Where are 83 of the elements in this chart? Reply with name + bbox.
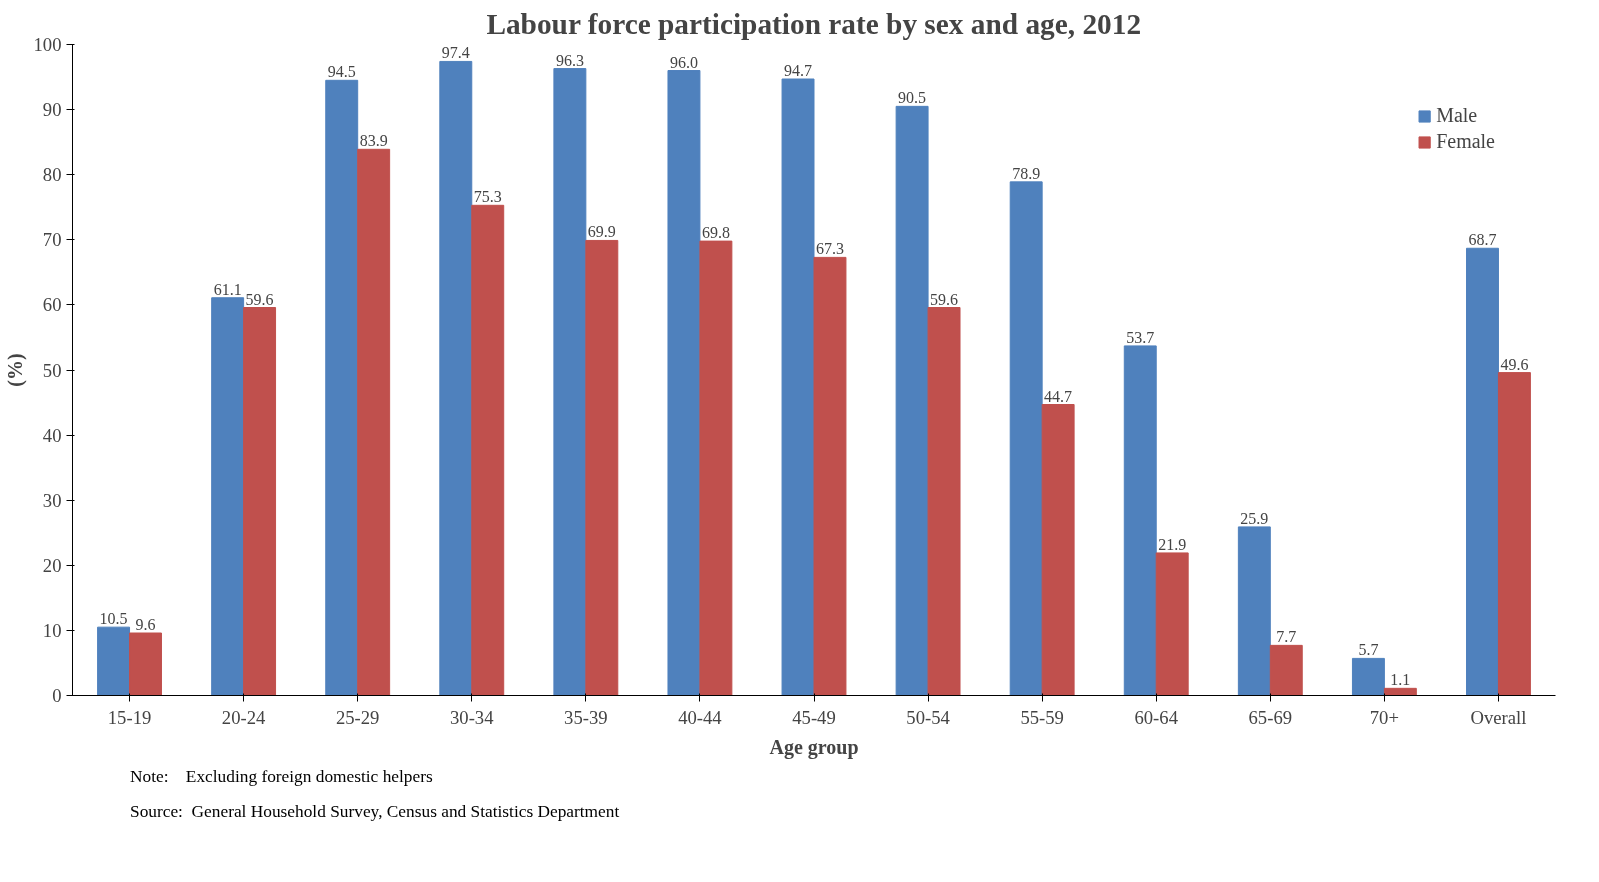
x-tick-label: 25-29 [335,706,380,728]
y-tick-label: 50 [42,359,62,381]
y-tick-label: 90 [42,99,62,121]
y-tick-label: 70 [42,229,62,251]
bar [927,307,961,696]
x-tick-label: 60-64 [1134,706,1179,728]
bar [1009,181,1043,696]
data-label: 96.3 [555,51,584,69]
x-tick-label: 70+ [1369,706,1399,728]
x-tick-label: 55-59 [1020,706,1064,728]
data-label: 7.7 [1276,628,1297,646]
data-label: 69.9 [587,223,616,241]
chart-title: Labour force participation rate by sex and age, 2012 [486,7,1142,40]
legend-label: Male [1436,104,1478,127]
y-tick-label: 0 [52,685,62,706]
bar [97,626,131,696]
data-label: 83.9 [359,132,388,150]
bar [1041,404,1075,696]
data-label: 94.5 [327,63,356,81]
data-label: 9.6 [135,616,156,633]
bar [1237,526,1271,696]
y-tick-label: 60 [42,294,62,316]
y-tick-label: 30 [42,489,62,511]
data-label: 90.5 [898,89,927,107]
y-tick-label: 20 [42,554,62,576]
y-tick-label: 10 [42,619,62,641]
bar [357,148,391,696]
x-tick-label: 15-19 [107,706,152,728]
bar [1123,345,1157,696]
data-label: 21.9 [1158,535,1187,553]
bar [1383,687,1417,696]
x-tick-label: 30-34 [450,706,495,728]
data-label: 97.4 [441,44,470,62]
bar [553,68,587,696]
x-tick-label: 65-69 [1248,706,1293,728]
bar [439,60,473,696]
data-label: 75.3 [473,188,502,206]
x-axis-title: Age group [769,735,859,759]
bar [243,307,277,696]
bar [699,240,733,696]
bar [211,297,245,696]
y-tick-label: 80 [42,164,62,186]
data-label: 25.9 [1240,509,1269,527]
x-tick-label: 35-39 [564,706,608,728]
text: Note: Excluding foreign domestic helpers [130,766,433,788]
bar [667,70,701,696]
data-label: 53.7 [1126,328,1155,346]
y-tick-label: 40 [42,424,62,446]
bar [1497,372,1531,696]
data-label: 59.6 [930,290,959,308]
bar [471,204,505,696]
data-label: 96.0 [669,53,698,71]
data-label: 94.7 [784,62,813,79]
bar [1155,552,1189,696]
bar [781,78,815,696]
data-label: 5.7 [1358,641,1379,659]
y-tick-label: 100 [33,34,62,55]
x-tick-label: 45-49 [792,706,836,728]
bar [1351,657,1385,696]
bar [1466,247,1499,696]
data-label: 44.7 [1044,387,1073,405]
x-tick-label: 40-44 [678,706,723,728]
data-label: 61.1 [213,280,242,298]
legend-label: Female [1436,130,1495,153]
bar [325,79,359,696]
bar [585,239,619,696]
source-note: Source: General Household Survey, Census and Statistics Department [130,800,620,823]
data-label: 49.6 [1500,355,1529,373]
bar [1269,644,1303,696]
bar [895,105,929,696]
x-tick-label: 50-54 [906,706,951,728]
y-axis-title: (%) [3,353,27,387]
data-label: 1.1 [1390,671,1411,689]
x-tick-label: 20-24 [221,706,267,728]
bar [129,632,162,696]
data-label: 78.9 [1012,164,1041,182]
data-label: 10.5 [99,610,128,628]
data-label: 67.3 [815,240,844,258]
bar [813,256,847,696]
data-label: 69.8 [701,224,730,242]
data-label: 68.7 [1468,231,1497,249]
x-tick-label: Overall [1470,706,1527,728]
data-label: 59.6 [245,290,274,308]
